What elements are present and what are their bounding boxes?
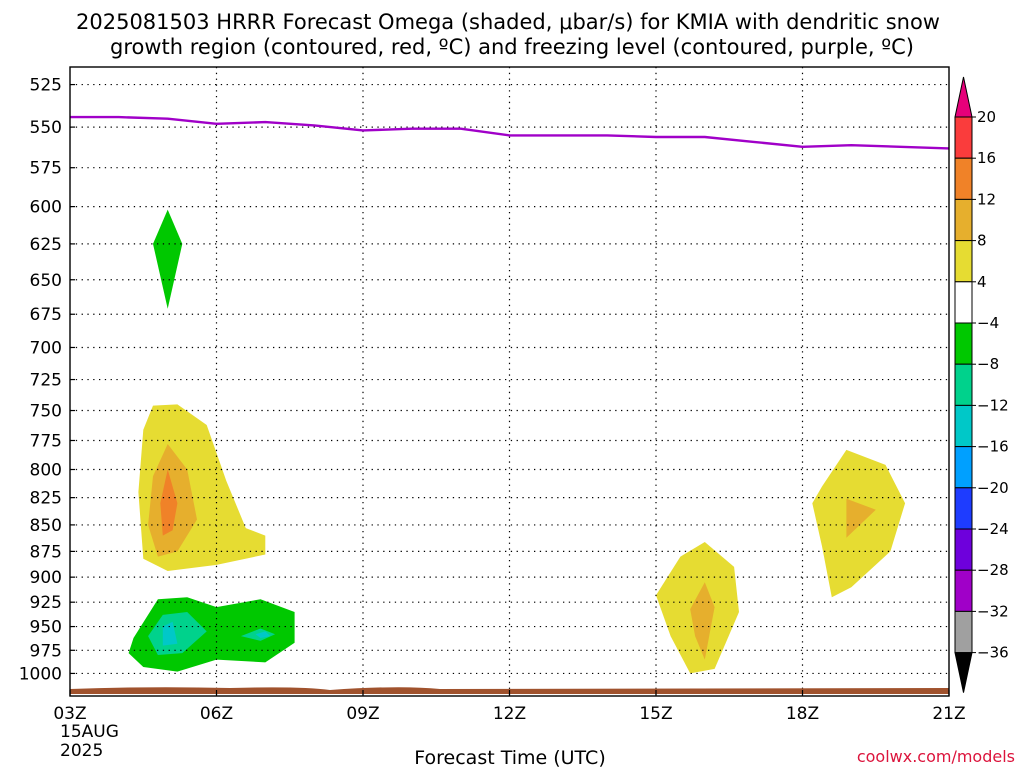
colorbar-box-10 (954, 528, 973, 571)
y-tick-label-700: 700 (30, 338, 62, 358)
colorbar-label-12: −32 (977, 602, 1009, 620)
y-tick-label-875: 875 (30, 542, 62, 562)
x-tick-label-0: 03Z (53, 704, 86, 724)
x-tick-label-2: 09Z (346, 704, 379, 724)
x-date-line-1: 15AUG (60, 722, 119, 742)
x-axis-label: Forecast Time (UTC) (414, 747, 605, 768)
y-tick-label-725: 725 (30, 371, 62, 391)
y-tick-label-550: 550 (30, 118, 62, 138)
omega-region-10 (690, 582, 715, 660)
colorbar-top-arrow (954, 76, 973, 118)
omega-region-3 (160, 469, 178, 536)
colorbar: 20 16 12 8 4 −4 −8 −12 −16 −20 −24 −28 −32 −36 (954, 76, 1009, 693)
colorbar-label-0: 20 (977, 108, 996, 126)
y-tick-label-625: 625 (30, 235, 62, 255)
y-tick-label-650: 650 (30, 271, 62, 291)
omega-region-5 (148, 612, 207, 655)
plot-area: 525 550 575 600 625 650 675 700 725 750 775 800 825 8… (19, 66, 966, 724)
colorbar-label-5: −4 (977, 314, 999, 332)
colorbar-label-1: 16 (977, 149, 996, 167)
freezing-level-line (70, 115, 950, 150)
y-tick-label-675: 675 (30, 305, 62, 325)
colorbar-label-10: −24 (977, 520, 1009, 538)
colorbar-box-2 (954, 198, 973, 242)
chart-title-line-2: growth region (contoured, red, ºC) and f… (110, 35, 914, 59)
colorbar-label-4: 4 (977, 273, 987, 291)
colorbar-label-11: −28 (977, 561, 1009, 579)
colorbar-box-1 (954, 157, 973, 200)
colorbar-box-4 (954, 281, 973, 324)
y-tick-label-950: 950 (30, 618, 62, 638)
colorbar-label-2: 12 (977, 190, 996, 208)
chart-title-line-1: 2025081503 HRRR Forecast Omega (shaded, … (76, 10, 940, 34)
colorbar-box-9 (954, 487, 973, 530)
y-tick-label-825: 825 (30, 489, 62, 509)
x-tick-label-6: 21Z (932, 704, 965, 724)
colorbar-box-11 (954, 569, 973, 612)
omega-region-8 (255, 631, 271, 638)
x-date-line-2: 2025 (60, 741, 103, 761)
colorbar-label-3: 8 (977, 232, 987, 250)
y-tick-label-1000: 1000 (19, 664, 62, 684)
y-tick-label-900: 900 (30, 568, 62, 588)
omega-region-6 (162, 621, 178, 646)
y-tick-label-525: 525 (30, 76, 62, 96)
colorbar-box-12 (954, 610, 973, 654)
credit-link[interactable]: coolwx.com/models (857, 747, 1015, 766)
colorbar-box-3 (954, 240, 973, 283)
colorbar-bottom-arrow (954, 652, 973, 693)
colorbar-box-8 (954, 446, 973, 489)
x-tick-label-1: 06Z (200, 704, 233, 724)
colorbar-box-0 (954, 116, 973, 159)
y-tick-label-575: 575 (30, 159, 62, 179)
y-tick-label-775: 775 (30, 431, 62, 451)
y-tick-label-600: 600 (30, 198, 62, 218)
y-tick-label-850: 850 (30, 516, 62, 536)
y-tick-label-800: 800 (30, 461, 62, 481)
colorbar-label-7: −12 (977, 396, 1009, 414)
omega-region-12 (846, 498, 876, 538)
x-tick-label-5: 18Z (786, 704, 819, 724)
omega-region-0 (153, 209, 183, 309)
colorbar-box-6 (954, 363, 973, 406)
colorbar-label-8: −16 (977, 438, 1009, 456)
y-tick-label-925: 925 (30, 593, 62, 613)
colorbar-label-6: −8 (977, 355, 999, 373)
colorbar-box-7 (954, 404, 973, 448)
y-tick-label-750: 750 (30, 402, 62, 422)
x-tick-label-3: 12Z (493, 704, 526, 724)
y-tick-label-975: 975 (30, 641, 62, 661)
x-tick-label-4: 15Z (639, 704, 672, 724)
colorbar-box-5 (954, 322, 973, 365)
colorbar-label-13: −36 (977, 644, 1009, 662)
colorbar-label-9: −20 (977, 479, 1009, 497)
